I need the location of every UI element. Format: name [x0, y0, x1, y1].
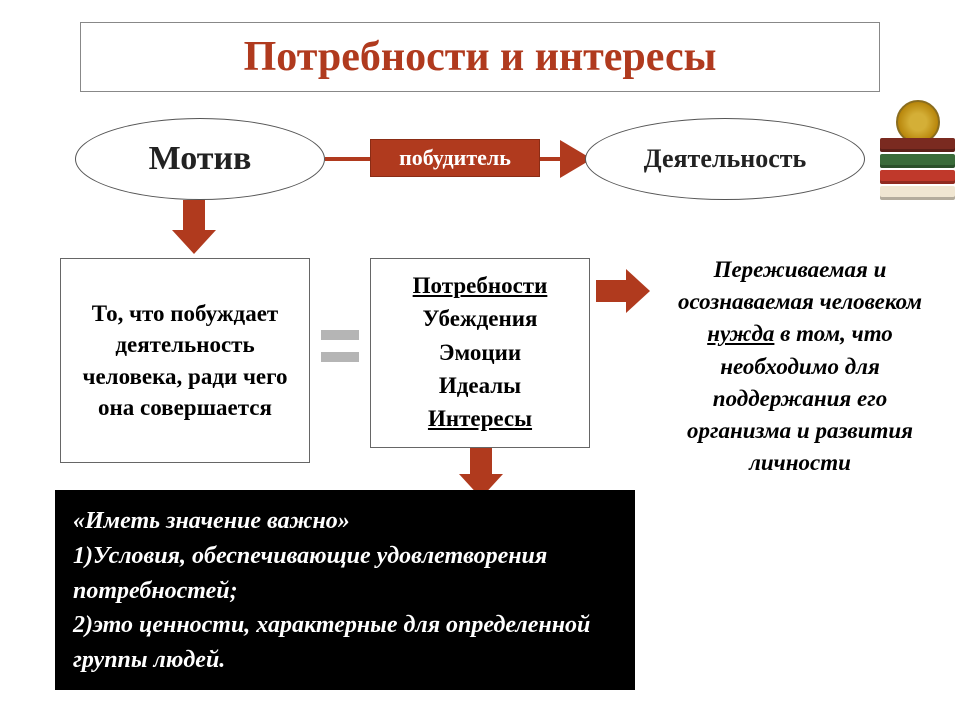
box-definition-motive: То, что побуждает деятельность человека,…	[60, 258, 310, 463]
need-definition: Переживаемая и осознаваемая человеком ну…	[660, 254, 940, 479]
motive-component-item: Убеждения	[377, 302, 583, 335]
title-box: Потребности и интересы	[80, 22, 880, 92]
box-interests-meaning: «Иметь значение важно» 1)Условия, обеспе…	[55, 490, 635, 690]
need-def-pre: Переживаемая и осознаваемая человеком	[678, 257, 922, 314]
need-def-underlined: нужда	[707, 321, 774, 346]
ellipse-motive: Мотив	[75, 118, 325, 200]
down-arrow-interests-icon	[470, 448, 492, 474]
connector-label: побудитель	[370, 139, 540, 177]
black-box-line3: 2)это ценности, характерные для определе…	[73, 608, 617, 678]
box-definition-motive-text: То, что побуждает деятельность человека,…	[69, 298, 301, 422]
ellipse-motive-label: Мотив	[149, 140, 252, 178]
ellipse-activity-label: Деятельность	[644, 144, 807, 174]
motive-component-item: Интересы	[377, 402, 583, 435]
page-title: Потребности и интересы	[244, 33, 717, 81]
black-box-line2: 1)Условия, обеспечивающие удовлетворения…	[73, 539, 617, 609]
black-box-line1: «Иметь значение важно»	[73, 504, 617, 539]
motive-component-item: Потребности	[377, 269, 583, 302]
equals-icon	[321, 330, 361, 375]
down-arrow-motive-icon	[183, 200, 205, 230]
right-arrow-need-icon	[596, 280, 626, 302]
connector-label-text: побудитель	[399, 145, 511, 171]
motive-component-item: Идеалы	[377, 369, 583, 402]
book-stack	[880, 136, 955, 200]
decor-books-icon	[860, 100, 960, 210]
box-motive-components: ПотребностиУбежденияЭмоцииИдеалыИнтересы	[370, 258, 590, 448]
motive-component-item: Эмоции	[377, 336, 583, 369]
ellipse-activity: Деятельность	[585, 118, 865, 200]
